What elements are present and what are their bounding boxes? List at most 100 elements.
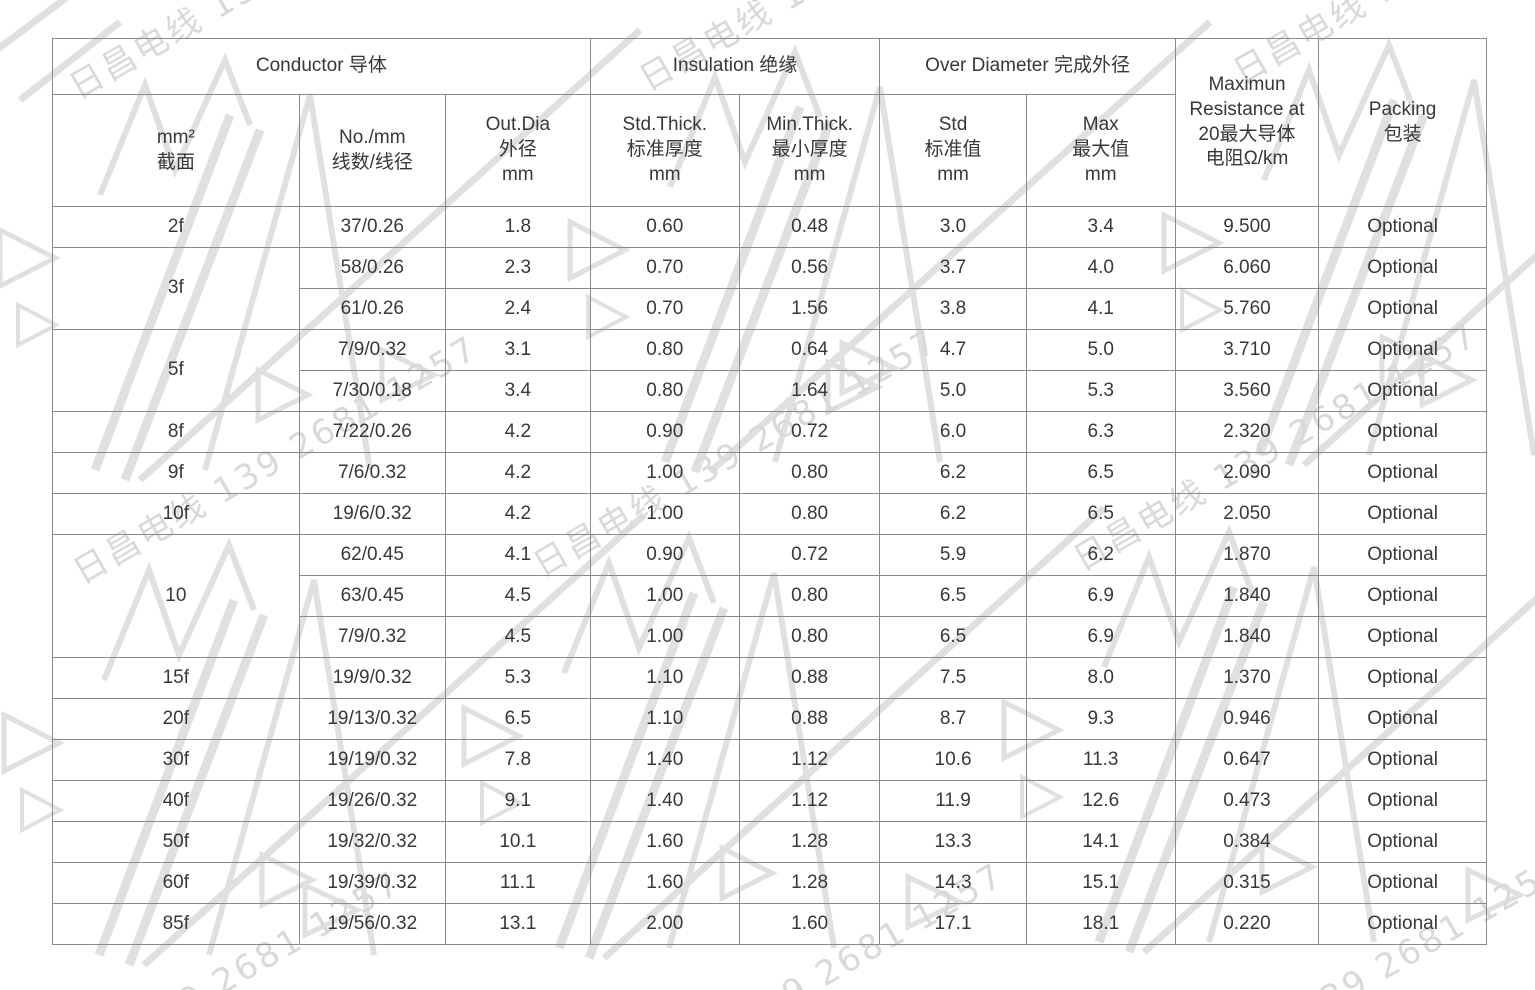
data-cell: 0.473 bbox=[1174, 780, 1320, 822]
data-cell: 15.1 bbox=[1025, 862, 1176, 904]
data-cell: 1.28 bbox=[738, 862, 881, 904]
data-cell: 19/19/0.32 bbox=[298, 739, 446, 781]
data-cell: 6.2 bbox=[879, 452, 1027, 494]
table-row: 10 62/0.45 4.1 0.90 0.72 5.9 6.2 1.870 Optional bbox=[52, 534, 1487, 658]
table-row: 5f 7/9/0.32 3.1 0.80 0.64 4.7 5.0 3.710 Optional bbox=[52, 329, 1487, 412]
size-cell: 10 bbox=[52, 534, 300, 658]
data-cell: 0.48 bbox=[738, 206, 881, 248]
table-row: 40f 19/26/0.32 9.1 1.40 1.12 11.9 12.6 0.473 Opt… bbox=[52, 780, 1487, 822]
data-cell: Optional bbox=[1318, 206, 1487, 248]
size-cell: 15f bbox=[52, 657, 300, 699]
spec-table: Conductor 导体 Insulation 绝缘 Over Diameter… bbox=[52, 38, 1487, 945]
size-cell: 10f bbox=[52, 493, 300, 535]
size-cell: 20f bbox=[52, 698, 300, 740]
table-row: 8f 7/22/0.26 4.2 0.90 0.72 6.0 6.3 2.320 Optiona… bbox=[52, 411, 1487, 453]
data-cell: 1.60 bbox=[738, 903, 881, 945]
data-cell: 1.40 bbox=[589, 739, 740, 781]
table-row: 61/0.26 2.4 0.70 1.56 3.8 4.1 5.760 Optional bbox=[53, 288, 1487, 330]
data-cell: Optional bbox=[1318, 411, 1487, 453]
data-cell: 4.1 bbox=[1025, 288, 1176, 330]
size-cell: 8f bbox=[52, 411, 300, 453]
data-cell: 5.760 bbox=[1174, 288, 1320, 330]
data-cell: 0.80 bbox=[738, 452, 881, 494]
data-cell: 0.80 bbox=[738, 575, 881, 617]
table-row: 20f 19/13/0.32 6.5 1.10 0.88 8.7 9.3 0.946 Optio… bbox=[52, 698, 1487, 740]
data-cell: 1.12 bbox=[738, 739, 881, 781]
data-cell: Optional bbox=[1318, 821, 1487, 863]
data-cell: 5.3 bbox=[444, 657, 591, 699]
data-cell: 62/0.45 bbox=[298, 534, 446, 576]
data-cell: 2.4 bbox=[444, 288, 591, 330]
data-cell: Optional bbox=[1318, 534, 1487, 576]
data-cell: 19/39/0.32 bbox=[298, 862, 446, 904]
size-cell: 40f bbox=[52, 780, 300, 822]
data-cell: Optional bbox=[1318, 288, 1487, 330]
data-cell: 0.70 bbox=[589, 288, 740, 330]
data-cell: 4.2 bbox=[444, 493, 591, 535]
data-cell: 7.8 bbox=[444, 739, 591, 781]
data-cell: 1.60 bbox=[589, 862, 740, 904]
data-cell: Optional bbox=[1318, 493, 1487, 535]
data-cell: 1.12 bbox=[738, 780, 881, 822]
data-cell: 1.40 bbox=[589, 780, 740, 822]
table-row: 10f 19/6/0.32 4.2 1.00 0.80 6.2 6.5 2.050 Option… bbox=[52, 493, 1487, 535]
column-header-od-max: Max 最大值 mm bbox=[1025, 94, 1176, 207]
data-cell: 18.1 bbox=[1025, 903, 1176, 945]
data-cell: 0.88 bbox=[738, 698, 881, 740]
data-cell: 1.56 bbox=[738, 288, 881, 330]
data-cell: 3.4 bbox=[1025, 206, 1176, 248]
data-cell: Optional bbox=[1318, 657, 1487, 699]
data-cell: 2.3 bbox=[444, 247, 591, 289]
data-cell: 4.1 bbox=[444, 534, 591, 576]
data-cell: 1.60 bbox=[589, 821, 740, 863]
group-header-over-diameter: Over Diameter 完成外径 bbox=[879, 38, 1176, 95]
data-cell: 4.0 bbox=[1025, 247, 1176, 289]
data-cell: Optional bbox=[1318, 862, 1487, 904]
data-cell: 13.1 bbox=[444, 903, 591, 945]
table-row: 3f 58/0.26 2.3 0.70 0.56 3.7 4.0 6.060 Optional bbox=[52, 247, 1487, 330]
data-cell: 0.90 bbox=[589, 534, 740, 576]
data-cell: 12.6 bbox=[1025, 780, 1176, 822]
data-cell: 6.2 bbox=[879, 493, 1027, 535]
data-cell: 10.1 bbox=[444, 821, 591, 863]
data-cell: 63/0.45 bbox=[298, 575, 446, 617]
size-cell: 2f bbox=[52, 206, 300, 248]
data-cell: 19/9/0.32 bbox=[298, 657, 446, 699]
data-cell: 19/6/0.32 bbox=[298, 493, 446, 535]
data-cell: 2.090 bbox=[1174, 452, 1320, 494]
data-cell: 1.840 bbox=[1174, 575, 1320, 617]
data-cell: 1.00 bbox=[589, 452, 740, 494]
data-cell: 5.9 bbox=[879, 534, 1027, 576]
column-header-min-thick: Min.Thick. 最小厚度 mm bbox=[738, 94, 881, 207]
data-cell: 0.64 bbox=[738, 329, 881, 371]
data-cell: 7/6/0.32 bbox=[298, 452, 446, 494]
data-cell: 14.3 bbox=[879, 862, 1027, 904]
data-cell: 0.72 bbox=[738, 534, 881, 576]
size-cell: 85f bbox=[52, 903, 300, 945]
data-cell: 0.90 bbox=[589, 411, 740, 453]
data-cell: Optional bbox=[1318, 616, 1487, 658]
data-cell: 5.0 bbox=[1025, 329, 1176, 371]
data-cell: 0.80 bbox=[589, 329, 740, 371]
data-cell: 6.2 bbox=[1025, 534, 1176, 576]
table-row: 15f 19/9/0.32 5.3 1.10 0.88 7.5 8.0 1.370 Option… bbox=[52, 657, 1487, 699]
column-header-out-dia: Out.Dia 外径 mm bbox=[444, 94, 591, 207]
data-cell: 14.1 bbox=[1025, 821, 1176, 863]
table-row: 2f 37/0.26 1.8 0.60 0.48 3.0 3.4 9.500 Optional bbox=[52, 206, 1487, 248]
table-header: Conductor 导体 Insulation 绝缘 Over Diameter… bbox=[52, 38, 1487, 207]
data-cell: 3.7 bbox=[879, 247, 1027, 289]
data-cell: 4.2 bbox=[444, 411, 591, 453]
data-cell: 61/0.26 bbox=[298, 288, 446, 330]
data-cell: 6.9 bbox=[1025, 616, 1176, 658]
data-cell: 10.6 bbox=[879, 739, 1027, 781]
table-row: 7/9/0.32 4.5 1.00 0.80 6.5 6.9 1.840 Optional bbox=[53, 616, 1487, 658]
data-cell: 0.70 bbox=[589, 247, 740, 289]
data-cell: 0.384 bbox=[1174, 821, 1320, 863]
data-cell: 8.0 bbox=[1025, 657, 1176, 699]
data-cell: 1.370 bbox=[1174, 657, 1320, 699]
data-cell: Optional bbox=[1318, 739, 1487, 781]
data-cell: 8.7 bbox=[879, 698, 1027, 740]
data-cell: 5.0 bbox=[879, 370, 1027, 412]
data-cell: 0.88 bbox=[738, 657, 881, 699]
